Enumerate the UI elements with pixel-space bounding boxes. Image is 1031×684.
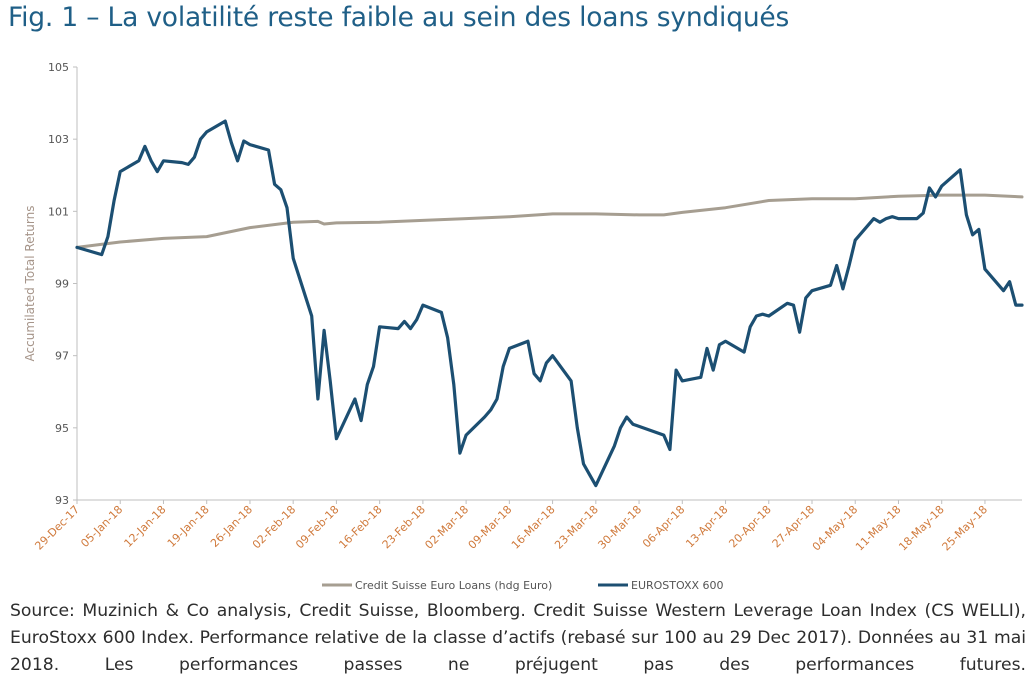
x-tick-label: 29-Dec-17 xyxy=(32,503,82,553)
x-axis-ticks: 29-Dec-1705-Jan-1812-Jan-1819-Jan-1826-J… xyxy=(32,500,990,553)
y-tick-label: 95 xyxy=(55,422,69,435)
y-tick-label: 93 xyxy=(55,494,69,507)
x-tick-label: 23-Feb-18 xyxy=(380,503,428,551)
x-tick-label: 16-Mar-18 xyxy=(509,503,558,552)
x-tick-label: 09-Feb-18 xyxy=(293,503,341,551)
legend-label: EUROSTOXX 600 xyxy=(631,579,724,592)
x-tick-label: 30-Mar-18 xyxy=(595,503,644,552)
x-tick-label: 04-May-18 xyxy=(810,503,861,554)
y-tick-label: 97 xyxy=(55,350,69,363)
legend-item-credit-suisse-euro-loans: Credit Suisse Euro Loans (hdg Euro) xyxy=(322,579,552,592)
x-tick-label: 05-Jan-18 xyxy=(78,503,125,550)
y-axis-title: Accumilated Total Returns xyxy=(23,206,37,362)
chart-axes xyxy=(76,67,1022,501)
page-title: Fig. 1 – La volatilité reste faible au s… xyxy=(8,2,790,33)
x-tick-label: 02-Feb-18 xyxy=(250,503,298,551)
x-tick-label: 25-May-18 xyxy=(940,503,991,554)
x-tick-label: 18-May-18 xyxy=(896,503,947,554)
y-tick-label: 99 xyxy=(55,278,69,291)
x-tick-label: 02-Mar-18 xyxy=(422,503,471,552)
x-tick-label: 09-Mar-18 xyxy=(466,503,515,552)
x-tick-label: 11-May-18 xyxy=(853,503,904,554)
y-tick-label: 105 xyxy=(48,61,69,74)
y-tick-label: 103 xyxy=(48,133,69,146)
source-note: Source: Muzinich & Co analysis, Credit S… xyxy=(10,601,1026,675)
y-axis-ticks: 93 95 97 99 101 103 105 xyxy=(48,61,77,507)
series-lines xyxy=(75,119,1024,488)
series-line-credit-suisse-euro-loans xyxy=(75,193,1024,249)
x-tick-label: 12-Jan-18 xyxy=(122,503,169,550)
legend-label: Credit Suisse Euro Loans (hdg Euro) xyxy=(355,579,552,592)
x-tick-label: 06-Apr-18 xyxy=(640,503,687,550)
x-tick-label: 23-Mar-18 xyxy=(552,503,601,552)
x-tick-label: 13-Apr-18 xyxy=(683,503,730,550)
legend: Credit Suisse Euro Loans (hdg Euro) EUROS… xyxy=(322,579,724,592)
x-tick-label: 26-Jan-18 xyxy=(208,503,255,550)
series-line-eurostoxx-600 xyxy=(75,119,1024,488)
y-tick-label: 101 xyxy=(48,205,69,218)
x-tick-label: 19-Jan-18 xyxy=(165,503,212,550)
x-tick-label: 20-Apr-18 xyxy=(726,503,773,550)
legend-item-eurostoxx-600: EUROSTOXX 600 xyxy=(598,579,724,592)
x-tick-label: 16-Feb-18 xyxy=(336,503,384,551)
line-chart: 93 95 97 99 101 103 105 29-Dec-1705-Jan-1812-J… xyxy=(23,61,1024,592)
